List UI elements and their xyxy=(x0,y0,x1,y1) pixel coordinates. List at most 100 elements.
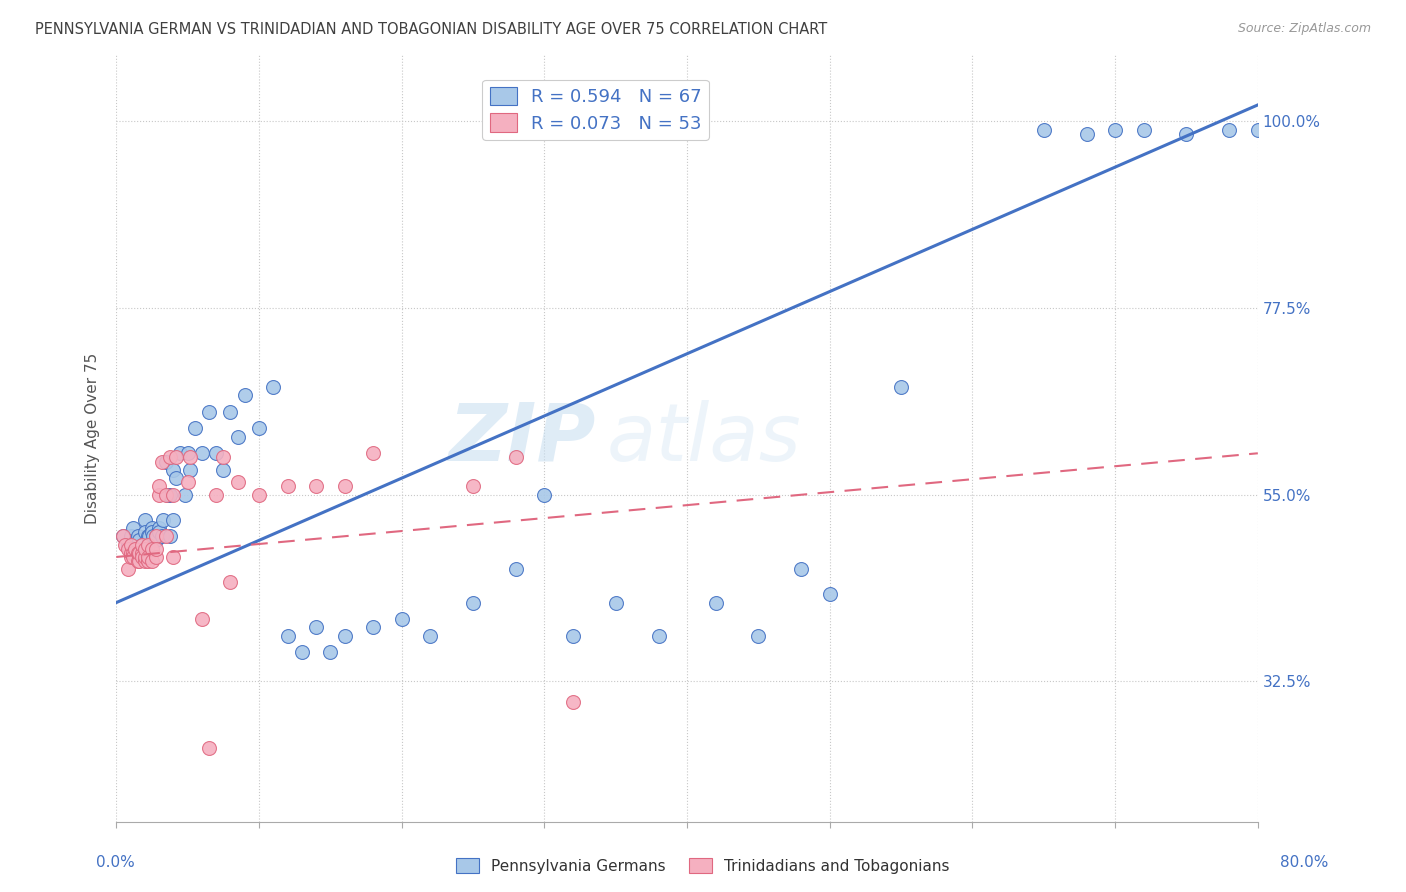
Point xyxy=(148,521,170,535)
Point xyxy=(1247,123,1270,137)
Point xyxy=(247,488,270,502)
Point xyxy=(305,620,328,634)
Point xyxy=(747,629,769,643)
Point xyxy=(142,529,165,543)
Point xyxy=(179,463,201,477)
Point xyxy=(156,488,179,502)
Point xyxy=(122,521,145,535)
Point xyxy=(159,450,181,465)
Point xyxy=(117,562,139,576)
Point xyxy=(262,380,284,394)
Point xyxy=(112,529,135,543)
Point xyxy=(145,533,167,548)
Point xyxy=(131,549,153,564)
Point xyxy=(890,380,912,394)
Point xyxy=(136,549,159,564)
Legend: Pennsylvania Germans, Trinidadians and Tobagonians: Pennsylvania Germans, Trinidadians and T… xyxy=(450,852,956,880)
Point xyxy=(165,450,187,465)
Point xyxy=(191,446,214,460)
Point xyxy=(165,471,187,485)
Point xyxy=(305,479,328,493)
Point xyxy=(198,740,221,755)
Point xyxy=(219,574,242,589)
Point xyxy=(162,513,184,527)
Point xyxy=(114,537,136,551)
Point xyxy=(150,529,173,543)
Point xyxy=(704,596,727,610)
Point xyxy=(198,405,221,419)
Point xyxy=(134,513,156,527)
Point xyxy=(122,546,145,560)
Point xyxy=(169,446,191,460)
Point xyxy=(1218,123,1240,137)
Point xyxy=(505,562,527,576)
Point xyxy=(124,541,146,556)
Point xyxy=(818,587,841,601)
Point xyxy=(319,645,342,659)
Point xyxy=(120,549,142,564)
Point xyxy=(159,488,181,502)
Point xyxy=(159,529,181,543)
Text: PENNSYLVANIA GERMAN VS TRINIDADIAN AND TOBAGONIAN DISABILITY AGE OVER 75 CORRELA: PENNSYLVANIA GERMAN VS TRINIDADIAN AND T… xyxy=(35,22,827,37)
Point xyxy=(145,529,167,543)
Point xyxy=(128,554,150,568)
Point xyxy=(131,537,153,551)
Legend: R = 0.594   N = 67, R = 0.073   N = 53: R = 0.594 N = 67, R = 0.073 N = 53 xyxy=(482,79,709,140)
Point xyxy=(141,541,163,556)
Point xyxy=(561,695,583,709)
Point xyxy=(141,521,163,535)
Text: 80.0%: 80.0% xyxy=(1281,855,1329,870)
Point xyxy=(333,479,356,493)
Point xyxy=(152,513,174,527)
Point xyxy=(461,596,484,610)
Point xyxy=(155,454,177,468)
Point xyxy=(117,541,139,556)
Y-axis label: Disability Age Over 75: Disability Age Over 75 xyxy=(86,353,100,524)
Point xyxy=(205,446,228,460)
Point xyxy=(184,421,207,435)
Point xyxy=(226,430,249,444)
Point xyxy=(561,629,583,643)
Point xyxy=(605,596,627,610)
Point xyxy=(150,454,173,468)
Point xyxy=(247,421,270,435)
Point xyxy=(1104,123,1126,137)
Point xyxy=(162,549,184,564)
Point xyxy=(127,546,149,560)
Point xyxy=(176,475,198,490)
Point xyxy=(127,554,149,568)
Point xyxy=(155,488,177,502)
Point xyxy=(173,488,195,502)
Point xyxy=(191,612,214,626)
Point xyxy=(291,645,314,659)
Point xyxy=(134,524,156,539)
Point xyxy=(148,524,170,539)
Point xyxy=(134,549,156,564)
Point xyxy=(179,450,201,465)
Point xyxy=(533,488,555,502)
Text: Source: ZipAtlas.com: Source: ZipAtlas.com xyxy=(1237,22,1371,36)
Point xyxy=(361,446,384,460)
Text: 0.0%: 0.0% xyxy=(96,855,135,870)
Point xyxy=(138,529,160,543)
Point xyxy=(212,463,235,477)
Point xyxy=(128,546,150,560)
Point xyxy=(145,549,167,564)
Point xyxy=(505,450,527,465)
Point xyxy=(127,529,149,543)
Point xyxy=(117,537,139,551)
Point xyxy=(141,554,163,568)
Point xyxy=(1132,123,1154,137)
Point xyxy=(461,479,484,493)
Point xyxy=(219,405,242,419)
Point xyxy=(205,488,228,502)
Point xyxy=(333,629,356,643)
Point xyxy=(136,554,159,568)
Point xyxy=(1076,127,1098,141)
Point xyxy=(122,549,145,564)
Point xyxy=(141,524,163,539)
Text: ZIP: ZIP xyxy=(449,400,596,478)
Point xyxy=(276,479,298,493)
Point xyxy=(120,537,142,551)
Point xyxy=(419,629,441,643)
